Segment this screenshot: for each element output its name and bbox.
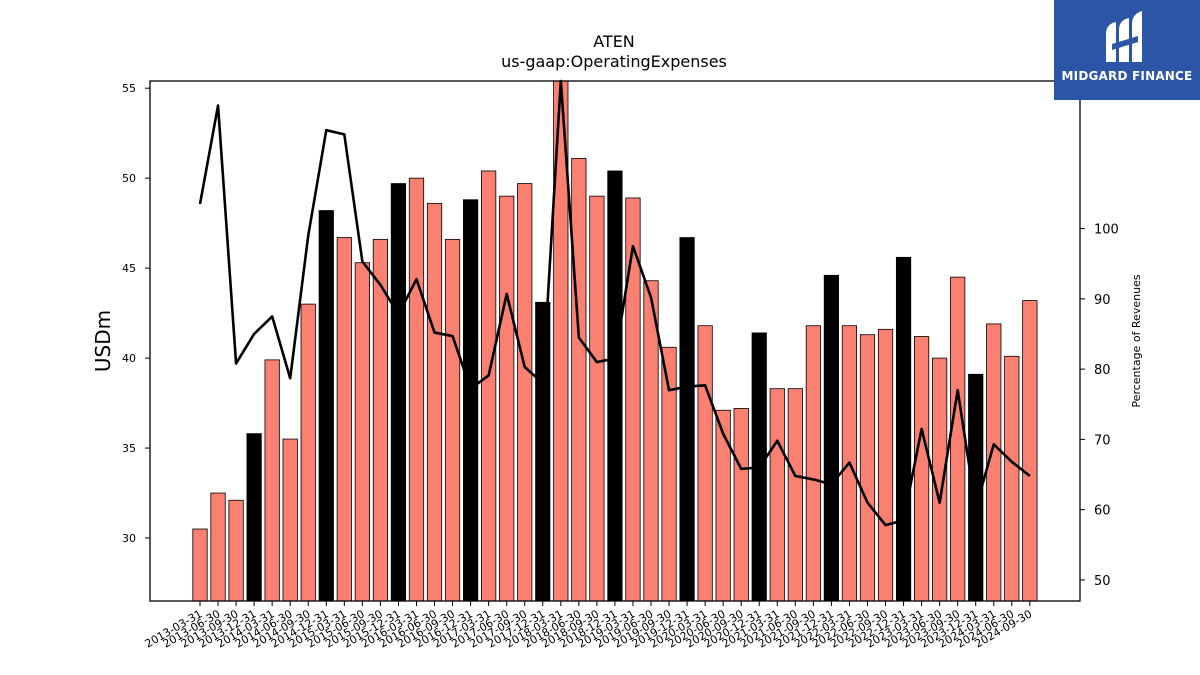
bar: [210, 492, 226, 602]
left-axis-ticks: 30 35 40 45 50 55: [122, 82, 150, 545]
bar: [877, 328, 894, 602]
bar: [895, 256, 912, 602]
midgard-logo-icon: [1106, 11, 1142, 62]
bar: [1022, 300, 1038, 602]
y-tick-label: 55: [122, 82, 136, 95]
bar: [769, 388, 785, 602]
bar: [354, 262, 370, 602]
bar-series: [192, 80, 1038, 602]
bar: [336, 237, 352, 602]
right-tick-label: 70: [1094, 433, 1111, 448]
bar: [589, 195, 605, 602]
bar: [318, 210, 334, 602]
bar: [408, 177, 425, 602]
bar: [462, 199, 479, 602]
bar: [426, 202, 443, 602]
bar: [517, 183, 533, 602]
bar: [499, 195, 515, 602]
bar: [823, 274, 840, 602]
bar: [914, 336, 930, 602]
bar: [390, 183, 407, 602]
y-tick-label: 50: [122, 172, 136, 185]
bar: [264, 359, 280, 602]
bar: [679, 237, 695, 602]
y-tick-label: 40: [122, 352, 136, 365]
x-axis-ticks: 2013-03-312013-06-302013-09-302013-12-31…: [143, 601, 1034, 651]
y-tick-label: 45: [122, 262, 136, 275]
bar: [1004, 355, 1020, 602]
bar: [228, 499, 244, 602]
chart-subtitle: us-gaap:OperatingExpenses: [501, 52, 727, 71]
bar: [805, 325, 821, 602]
y-tick-label: 35: [122, 442, 136, 455]
y-tick-label: 30: [122, 532, 136, 545]
bar: [715, 409, 731, 602]
bar: [246, 433, 262, 602]
right-tick-label: 50: [1094, 574, 1111, 589]
percentage-line: [198, 79, 1031, 527]
right-tick-label: 60: [1094, 504, 1111, 519]
bar: [192, 528, 208, 602]
bar: [481, 170, 497, 602]
right-tick-label: 100: [1094, 223, 1119, 238]
right-tick-label: 90: [1094, 293, 1111, 308]
brand-name: MIDGARD FINANCE: [1061, 69, 1193, 83]
chart-title: ATEN: [593, 32, 635, 51]
bar: [859, 334, 876, 602]
bar: [535, 301, 551, 602]
y-axis-label: USDm: [91, 310, 115, 372]
bar: [300, 303, 316, 602]
right-tick-label: 80: [1094, 363, 1111, 378]
bar: [697, 325, 713, 602]
bar: [571, 157, 587, 602]
bar: [950, 276, 966, 602]
bar: [444, 238, 461, 602]
bar: [282, 438, 298, 602]
bar: [607, 170, 623, 602]
right-axis-ticks: 50 60 70 80 90 100: [1080, 223, 1119, 589]
bar: [787, 388, 803, 602]
brand-logo: MIDGARD FINANCE: [1054, 0, 1200, 100]
right-axis-label: Percentage of Revenues: [1130, 274, 1143, 407]
bar: [733, 408, 749, 602]
